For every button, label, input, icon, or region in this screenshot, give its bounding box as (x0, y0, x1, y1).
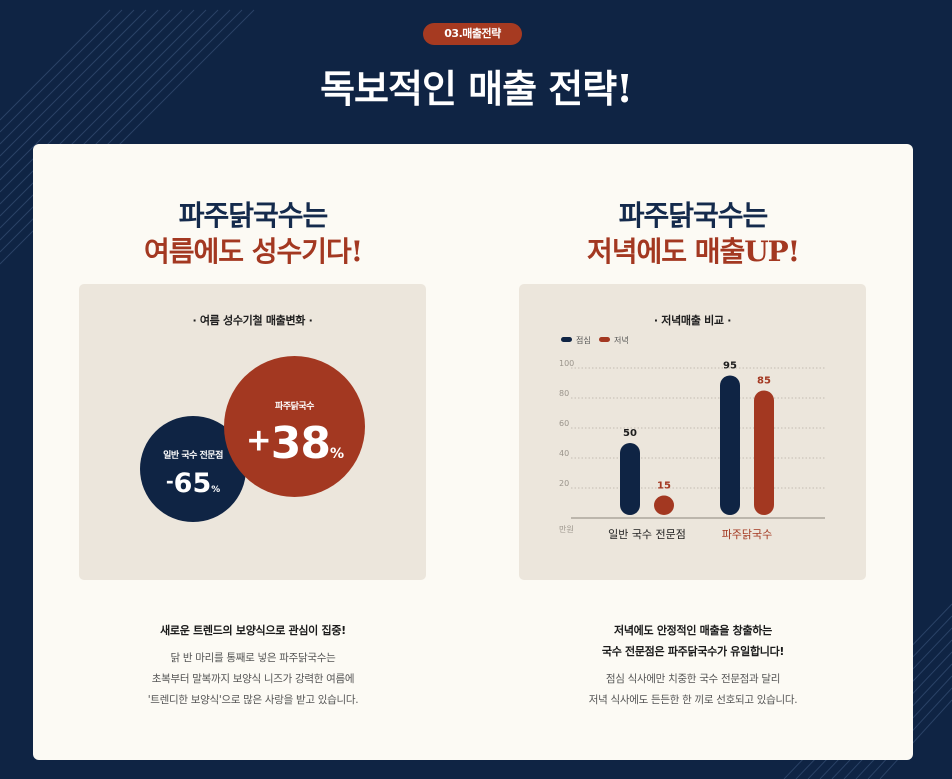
y-tick-label: 60 (559, 419, 569, 428)
bar-value-label: 85 (757, 376, 771, 387)
legend-label: 저녁 (614, 336, 629, 345)
legend-swatch (561, 337, 572, 342)
dinner-sales-chart: 점심 저녁 20 40 60 80 100 만원 50 15 일반 국수 전문점 95 85 파주닭국수 (559, 335, 825, 541)
paju-change: +38% (224, 418, 365, 469)
bar-dinner (754, 390, 774, 515)
x-category-label: 일반 국수 전문점 (608, 527, 686, 541)
general-shop-sign: - (165, 470, 174, 493)
bar-value-label: 50 (623, 428, 637, 439)
general-shop-label: 일반 국수 전문점 (163, 451, 223, 461)
y-tick-label: 40 (559, 449, 569, 458)
general-shop-value: 65 (173, 468, 212, 499)
paju-label: 파주닭국수 (275, 402, 314, 412)
dinner-heading-line2: 저녁에도 매출UP! (586, 235, 800, 268)
paju-value: 38 (270, 418, 331, 469)
summer-sales-panel: · 여름 성수기철 매출변화 · 일반 국수 전문점 -65% 파주닭국수 +3… (79, 284, 426, 580)
paju-circle: 파주닭국수 +38% (224, 356, 365, 497)
y-tick-label: 20 (559, 479, 569, 488)
dinner-heading-line1: 파주닭국수는 (618, 199, 769, 232)
y-tick-label: 100 (559, 359, 574, 368)
y-unit-label: 만원 (559, 525, 574, 534)
bar-value-label: 95 (723, 361, 737, 372)
dinner-desc-bold: 저녁에도 안정적인 매출을 창출하는 (614, 624, 772, 637)
legend-label: 점심 (576, 335, 591, 345)
general-shop-change: -65% (140, 468, 246, 499)
general-shop-unit: % (211, 485, 221, 495)
y-tick-label: 80 (559, 389, 569, 398)
legend-swatch (599, 337, 610, 342)
bar-value-label: 15 (657, 481, 671, 492)
summer-panel-title: · 여름 성수기철 매출변화 · (192, 314, 313, 327)
content-card: 파주닭국수는 여름에도 성수기다! · 여름 성수기철 매출변화 · 일반 국수… (33, 144, 913, 760)
chart-title: · 저녁매출 비교 · (653, 314, 732, 327)
summer-desc-line: 초복부터 말복까지 보양식 니즈가 강력한 여름에 (151, 673, 355, 685)
section-badge: 03.매출전략 (423, 23, 522, 45)
summer-desc-line: '트렌디한 보양식'으로 많은 사랑을 받고 있습니다. (147, 694, 359, 706)
dinner-desc-bold: 국수 전문점은 파주닭국수가 유일합니다! (601, 645, 785, 658)
summer-heading-line1: 파주닭국수는 (178, 199, 329, 232)
dinner-desc-line: 점심 식사에만 치중한 국수 전문점과 달리 (605, 673, 781, 685)
dinner-sales-panel: · 저녁매출 비교 · 점심 저녁 20 40 60 80 100 만원 50 15 일반 국수 전… (519, 284, 866, 580)
summer-desc-bold: 새로운 트렌드의 보양식으로 관심이 집중! (160, 624, 346, 637)
x-category-label: 파주닭국수 (722, 528, 773, 541)
summer-column: 파주닭국수는 여름에도 성수기다! · 여름 성수기철 매출변화 · 일반 국수… (33, 144, 473, 760)
bar-dinner (654, 495, 674, 515)
page-title: 독보적인 매출 전략! (320, 66, 633, 111)
dinner-desc-line: 저녁 식사에도 든든한 한 끼로 선호되고 있습니다. (588, 694, 798, 706)
paju-sign: + (245, 422, 272, 459)
summer-heading-line2: 여름에도 성수기다! (143, 235, 363, 268)
bar-lunch (720, 375, 740, 515)
dinner-column: 파주닭국수는 저녁에도 매출UP! · 저녁매출 비교 · 점심 저녁 20 40 60… (473, 144, 913, 760)
bar-lunch (620, 443, 640, 515)
paju-unit: % (329, 446, 344, 462)
summer-desc-line: 닭 반 마리를 통째로 넣은 파주닭국수는 (170, 652, 336, 664)
